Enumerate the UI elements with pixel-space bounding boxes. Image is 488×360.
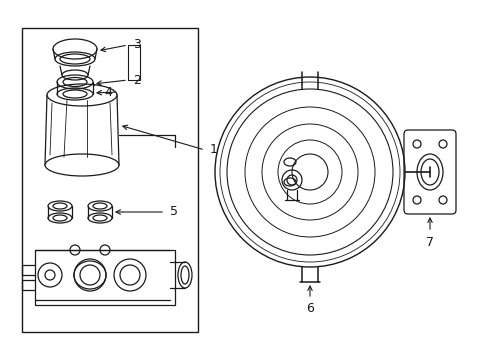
Text: 1: 1 (209, 144, 218, 157)
Circle shape (45, 270, 55, 280)
Text: 5: 5 (170, 206, 178, 219)
Bar (22, 28, 198, 332)
Text: 2: 2 (133, 73, 141, 86)
Text: 6: 6 (305, 302, 313, 315)
Bar (35, 250, 175, 305)
Text: 4: 4 (104, 85, 112, 99)
Text: 3: 3 (133, 39, 141, 51)
Text: 7: 7 (425, 235, 433, 248)
